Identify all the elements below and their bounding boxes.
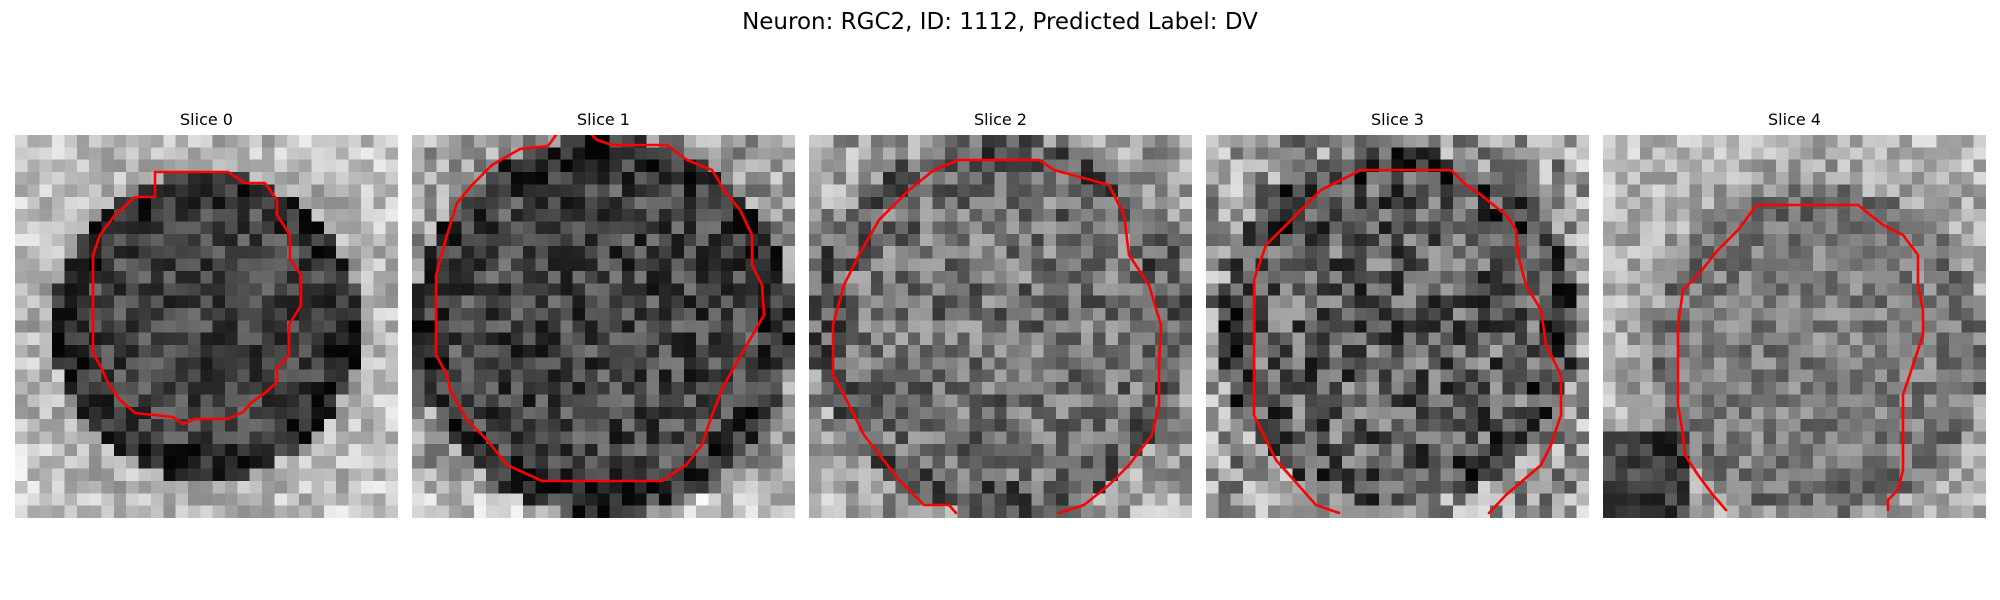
contour-overlay-3 — [1252, 168, 1563, 515]
slice-image-3 — [1206, 135, 1589, 518]
slice-title-0: Slice 0 — [180, 110, 233, 129]
cell-contour-2 — [831, 158, 1163, 515]
cell-contour-1 — [434, 135, 766, 483]
slice-panel-2: Slice 2 — [809, 110, 1192, 520]
slice-panel-3: Slice 3 — [1206, 110, 1589, 520]
figure-title: Neuron: RGC2, ID: 1112, Predicted Label:… — [742, 9, 1258, 35]
contour-overlay-1 — [434, 135, 766, 483]
contour-overlay-0 — [91, 170, 303, 426]
cell-contour-3 — [1252, 168, 1563, 515]
slice-title-3: Slice 3 — [1371, 110, 1424, 129]
cell-contour-0 — [91, 170, 303, 426]
slice-title-2: Slice 2 — [974, 110, 1027, 129]
contour-overlay-4 — [1676, 203, 1925, 512]
slice-title-1: Slice 1 — [577, 110, 630, 129]
cell-contour-4 — [1676, 203, 1925, 512]
slice-image-2 — [809, 135, 1192, 518]
slice-panel-0: Slice 0 — [15, 110, 398, 520]
slice-image-0 — [15, 135, 398, 518]
slice-panel-4: Slice 4 — [1603, 110, 1986, 520]
contour-overlay-2 — [831, 158, 1163, 515]
slice-panel-1: Slice 1 — [412, 110, 795, 520]
slice-title-4: Slice 4 — [1768, 110, 1821, 129]
